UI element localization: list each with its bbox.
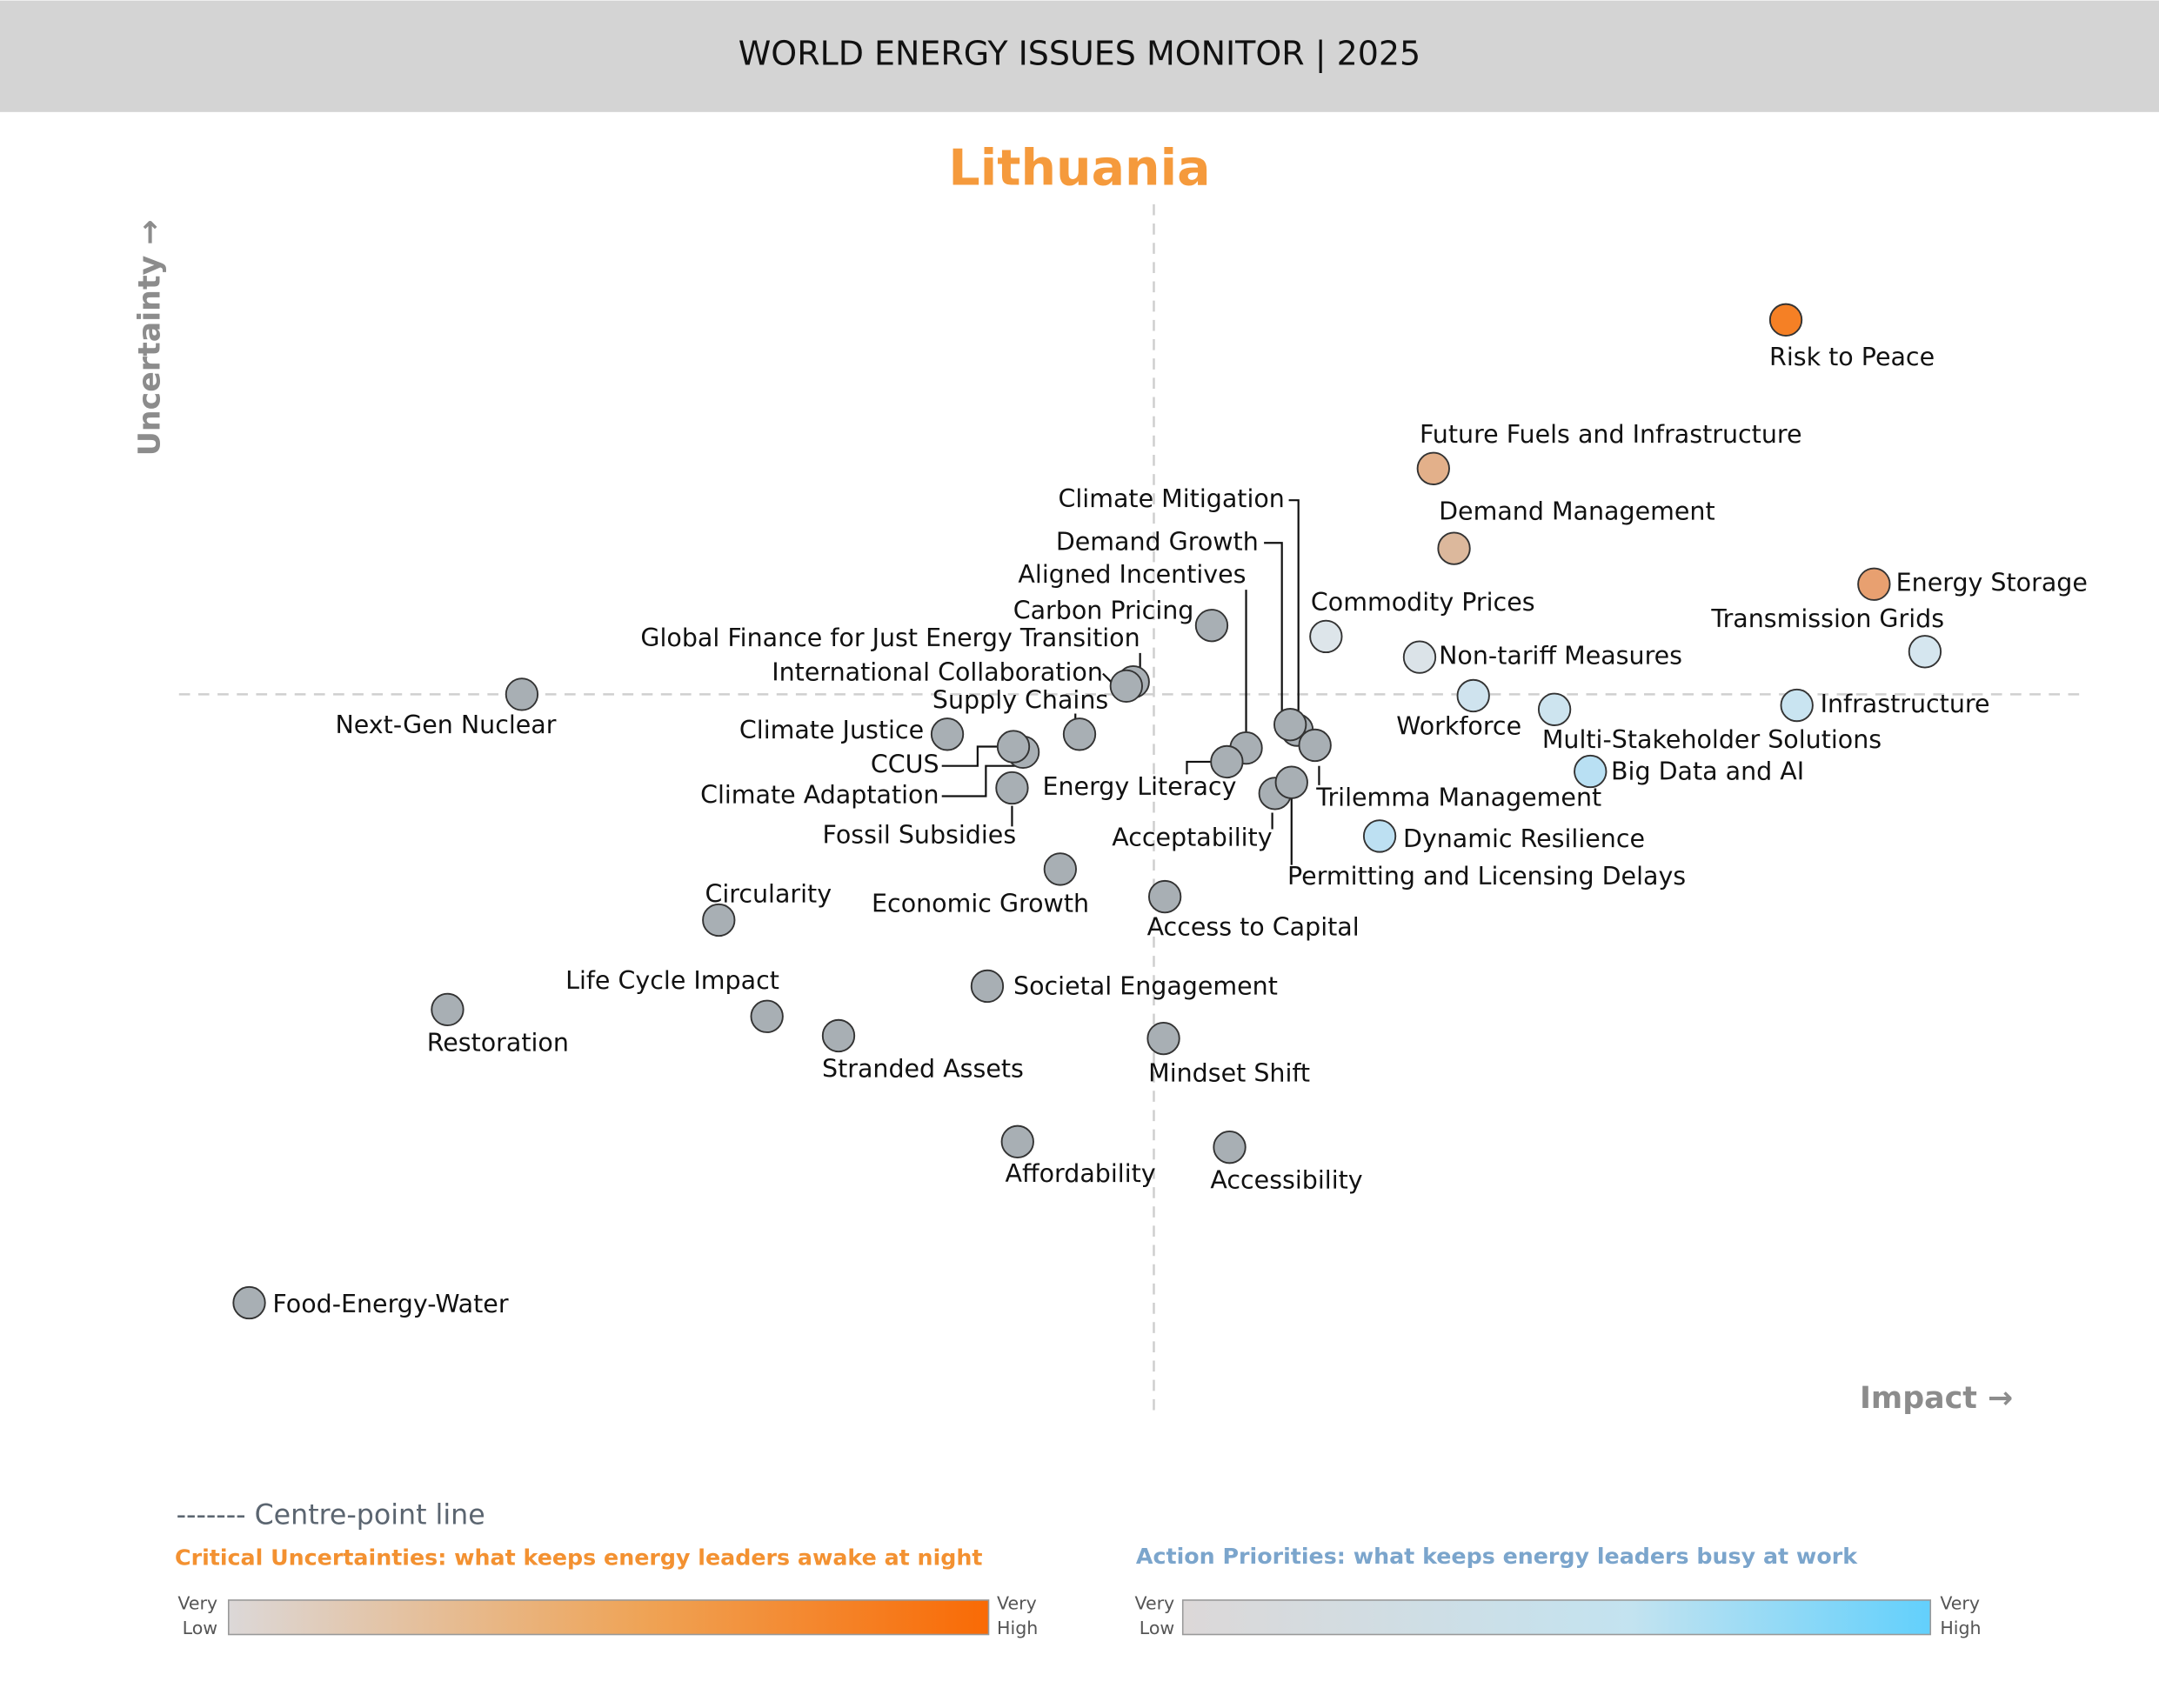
chart-title: Lithuania bbox=[948, 140, 1210, 197]
critical-legend-title: Critical Uncertainties: what keeps energ… bbox=[175, 1544, 982, 1570]
critical-low-1: Very bbox=[177, 1593, 217, 1614]
data-label: Energy Storage bbox=[1896, 569, 2088, 597]
leader-line bbox=[1264, 542, 1283, 731]
data-label: Next-Gen Nuclear bbox=[335, 711, 556, 739]
data-point[interactable] bbox=[970, 969, 1005, 1004]
data-point[interactable] bbox=[995, 771, 1029, 805]
data-label: Access to Capital bbox=[1147, 912, 1360, 941]
header-title: WORLD ENERGY ISSUES MONITOR | 2025 bbox=[739, 34, 1420, 73]
critical-gradient-bar bbox=[227, 1599, 990, 1636]
data-label: Permitting and Licensing Delays bbox=[1287, 862, 1686, 891]
action-low-1: Very bbox=[1134, 1593, 1174, 1614]
data-label: Big Data and AI bbox=[1611, 757, 1804, 786]
action-high-2: High bbox=[1940, 1618, 1981, 1638]
data-point[interactable] bbox=[1437, 531, 1471, 565]
data-label: Climate Adaptation bbox=[700, 781, 939, 810]
centre-line-legend: ------- Centre-point line bbox=[177, 1499, 485, 1531]
data-label: Societal Engagement bbox=[1013, 972, 1278, 1001]
data-point[interactable] bbox=[505, 677, 539, 711]
data-label: Transmission Grids bbox=[1710, 604, 1944, 633]
data-label: Supply Chains bbox=[932, 685, 1108, 714]
x-axis-label: Impact → bbox=[1860, 1381, 2013, 1416]
data-labels: Risk to Peace Future Fuels and Infrastruc… bbox=[272, 343, 2087, 1318]
action-low-2: Low bbox=[1140, 1618, 1175, 1638]
data-label: Energy Literacy bbox=[1043, 772, 1237, 801]
data-point[interactable] bbox=[1768, 303, 1803, 337]
critical-high-2: High bbox=[997, 1618, 1038, 1638]
data-label: Commodity Prices bbox=[1311, 588, 1535, 617]
data-point[interactable] bbox=[930, 717, 965, 751]
data-label: Demand Growth bbox=[1056, 527, 1259, 556]
data-label: Workforce bbox=[1396, 711, 1521, 740]
data-label: Food-Energy-Water bbox=[272, 1290, 508, 1318]
leader-line bbox=[941, 745, 1011, 767]
data-label: Trilemma Management bbox=[1315, 784, 1601, 812]
data-label: Climate Justice bbox=[739, 716, 924, 744]
data-label: Acceptability bbox=[1112, 824, 1273, 852]
data-label: Infrastructure bbox=[1821, 690, 1990, 718]
critical-high-1: Very bbox=[997, 1593, 1037, 1614]
data-point[interactable] bbox=[750, 999, 784, 1033]
data-point[interactable] bbox=[821, 1018, 856, 1053]
data-point[interactable] bbox=[431, 992, 465, 1027]
data-point[interactable] bbox=[1194, 609, 1229, 643]
data-label: Dynamic Resilience bbox=[1403, 824, 1645, 853]
data-label: Carbon Pricing bbox=[1013, 596, 1194, 624]
data-point[interactable] bbox=[1298, 728, 1332, 763]
data-label: Accessibility bbox=[1210, 1166, 1362, 1195]
data-point[interactable] bbox=[1146, 1021, 1180, 1056]
data-label: Circularity bbox=[705, 879, 832, 908]
data-point[interactable] bbox=[1147, 879, 1182, 914]
data-point[interactable] bbox=[1456, 678, 1490, 713]
header-band bbox=[0, 0, 2159, 112]
data-label: Stranded Assets bbox=[822, 1055, 1024, 1084]
data-point[interactable] bbox=[1043, 852, 1077, 886]
data-point[interactable] bbox=[1062, 717, 1097, 751]
data-label: Restoration bbox=[427, 1028, 569, 1057]
data-point[interactable] bbox=[1574, 754, 1608, 789]
data-point[interactable] bbox=[1908, 635, 1942, 669]
data-label: Multi-Stakeholder Solutions bbox=[1542, 725, 1882, 754]
data-label: International Collaboration bbox=[772, 658, 1103, 687]
data-label: Aligned Incentives bbox=[1018, 560, 1246, 589]
data-label: Non-tariff Measures bbox=[1439, 642, 1682, 671]
y-axis-label: Uncertainty → bbox=[133, 219, 168, 456]
data-point[interactable] bbox=[1109, 669, 1143, 704]
data-label: Affordability bbox=[1006, 1159, 1156, 1188]
data-point[interactable] bbox=[702, 903, 736, 937]
action-legend-title: Action Priorities: what keeps energy lea… bbox=[1136, 1543, 1858, 1569]
data-label: Fossil Subsidies bbox=[822, 820, 1016, 849]
data-point[interactable] bbox=[1274, 765, 1308, 799]
data-point[interactable] bbox=[1309, 619, 1343, 654]
data-label: Risk to Peace bbox=[1769, 343, 1935, 371]
data-label: Demand Management bbox=[1439, 497, 1715, 525]
data-point[interactable] bbox=[1210, 744, 1244, 779]
data-point[interactable] bbox=[1780, 688, 1814, 723]
data-point[interactable] bbox=[1402, 640, 1437, 674]
data-label: Mindset Shift bbox=[1148, 1058, 1310, 1087]
data-point[interactable] bbox=[996, 730, 1031, 764]
data-point[interactable] bbox=[1416, 451, 1450, 485]
data-point[interactable] bbox=[1000, 1124, 1034, 1158]
leader-line bbox=[941, 764, 1025, 797]
critical-low-2: Low bbox=[183, 1618, 218, 1638]
data-point[interactable] bbox=[1273, 708, 1307, 742]
data-point[interactable] bbox=[232, 1285, 266, 1320]
data-label: Climate Mitigation bbox=[1059, 484, 1285, 513]
data-point[interactable] bbox=[1213, 1131, 1247, 1164]
data-label: Life Cycle Impact bbox=[565, 966, 779, 995]
action-high-1: Very bbox=[1940, 1593, 1980, 1614]
data-label: Future Fuels and Infrastructure bbox=[1420, 420, 1802, 449]
data-point[interactable] bbox=[1857, 567, 1891, 601]
leader-line bbox=[1288, 499, 1300, 744]
leader-lines bbox=[941, 499, 1320, 865]
data-point[interactable] bbox=[1537, 692, 1572, 726]
data-label: CCUS bbox=[871, 751, 939, 779]
data-point[interactable] bbox=[1362, 819, 1397, 853]
data-points bbox=[232, 303, 1942, 1320]
action-gradient-bar bbox=[1181, 1599, 1932, 1636]
data-label: Economic Growth bbox=[872, 890, 1089, 918]
data-label: Global Finance for Just Energy Transitio… bbox=[640, 624, 1140, 652]
